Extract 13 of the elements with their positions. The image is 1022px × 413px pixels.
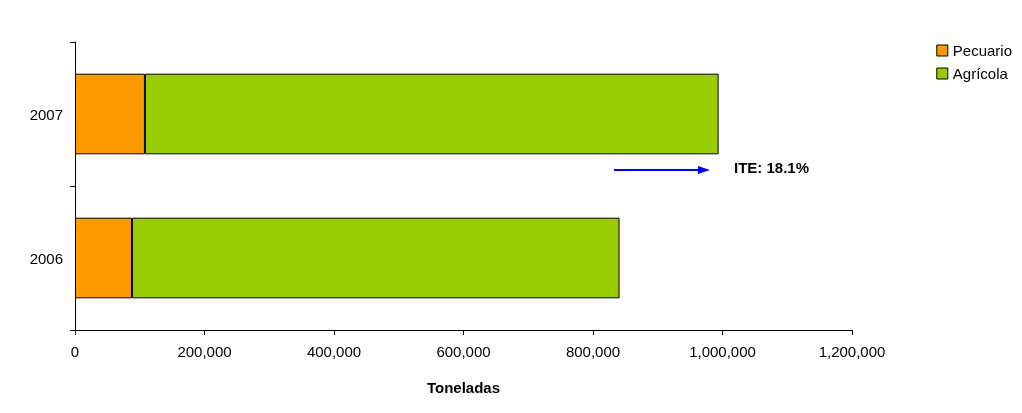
y-tick-label: 2006 — [29, 249, 63, 267]
x-tick-label: 800,000 — [565, 343, 621, 360]
legend-label: Agrícola — [952, 65, 1009, 82]
legend-label: Pecuario — [952, 42, 1012, 59]
y-tick-label: 2007 — [29, 105, 63, 123]
x-tick-label: 200,000 — [177, 343, 232, 360]
x-tick-label: 600,000 — [436, 343, 491, 360]
x-tick-label: 0 — [70, 343, 80, 360]
x-tick-label: 1,000,000 — [689, 343, 756, 360]
x-axis-title: Toneladas — [426, 379, 501, 396]
x-tick-label: 400,000 — [306, 343, 362, 360]
x-tick-label: 1,200,000 — [818, 343, 886, 360]
annotation: ITE: 18.1% — [734, 159, 810, 176]
